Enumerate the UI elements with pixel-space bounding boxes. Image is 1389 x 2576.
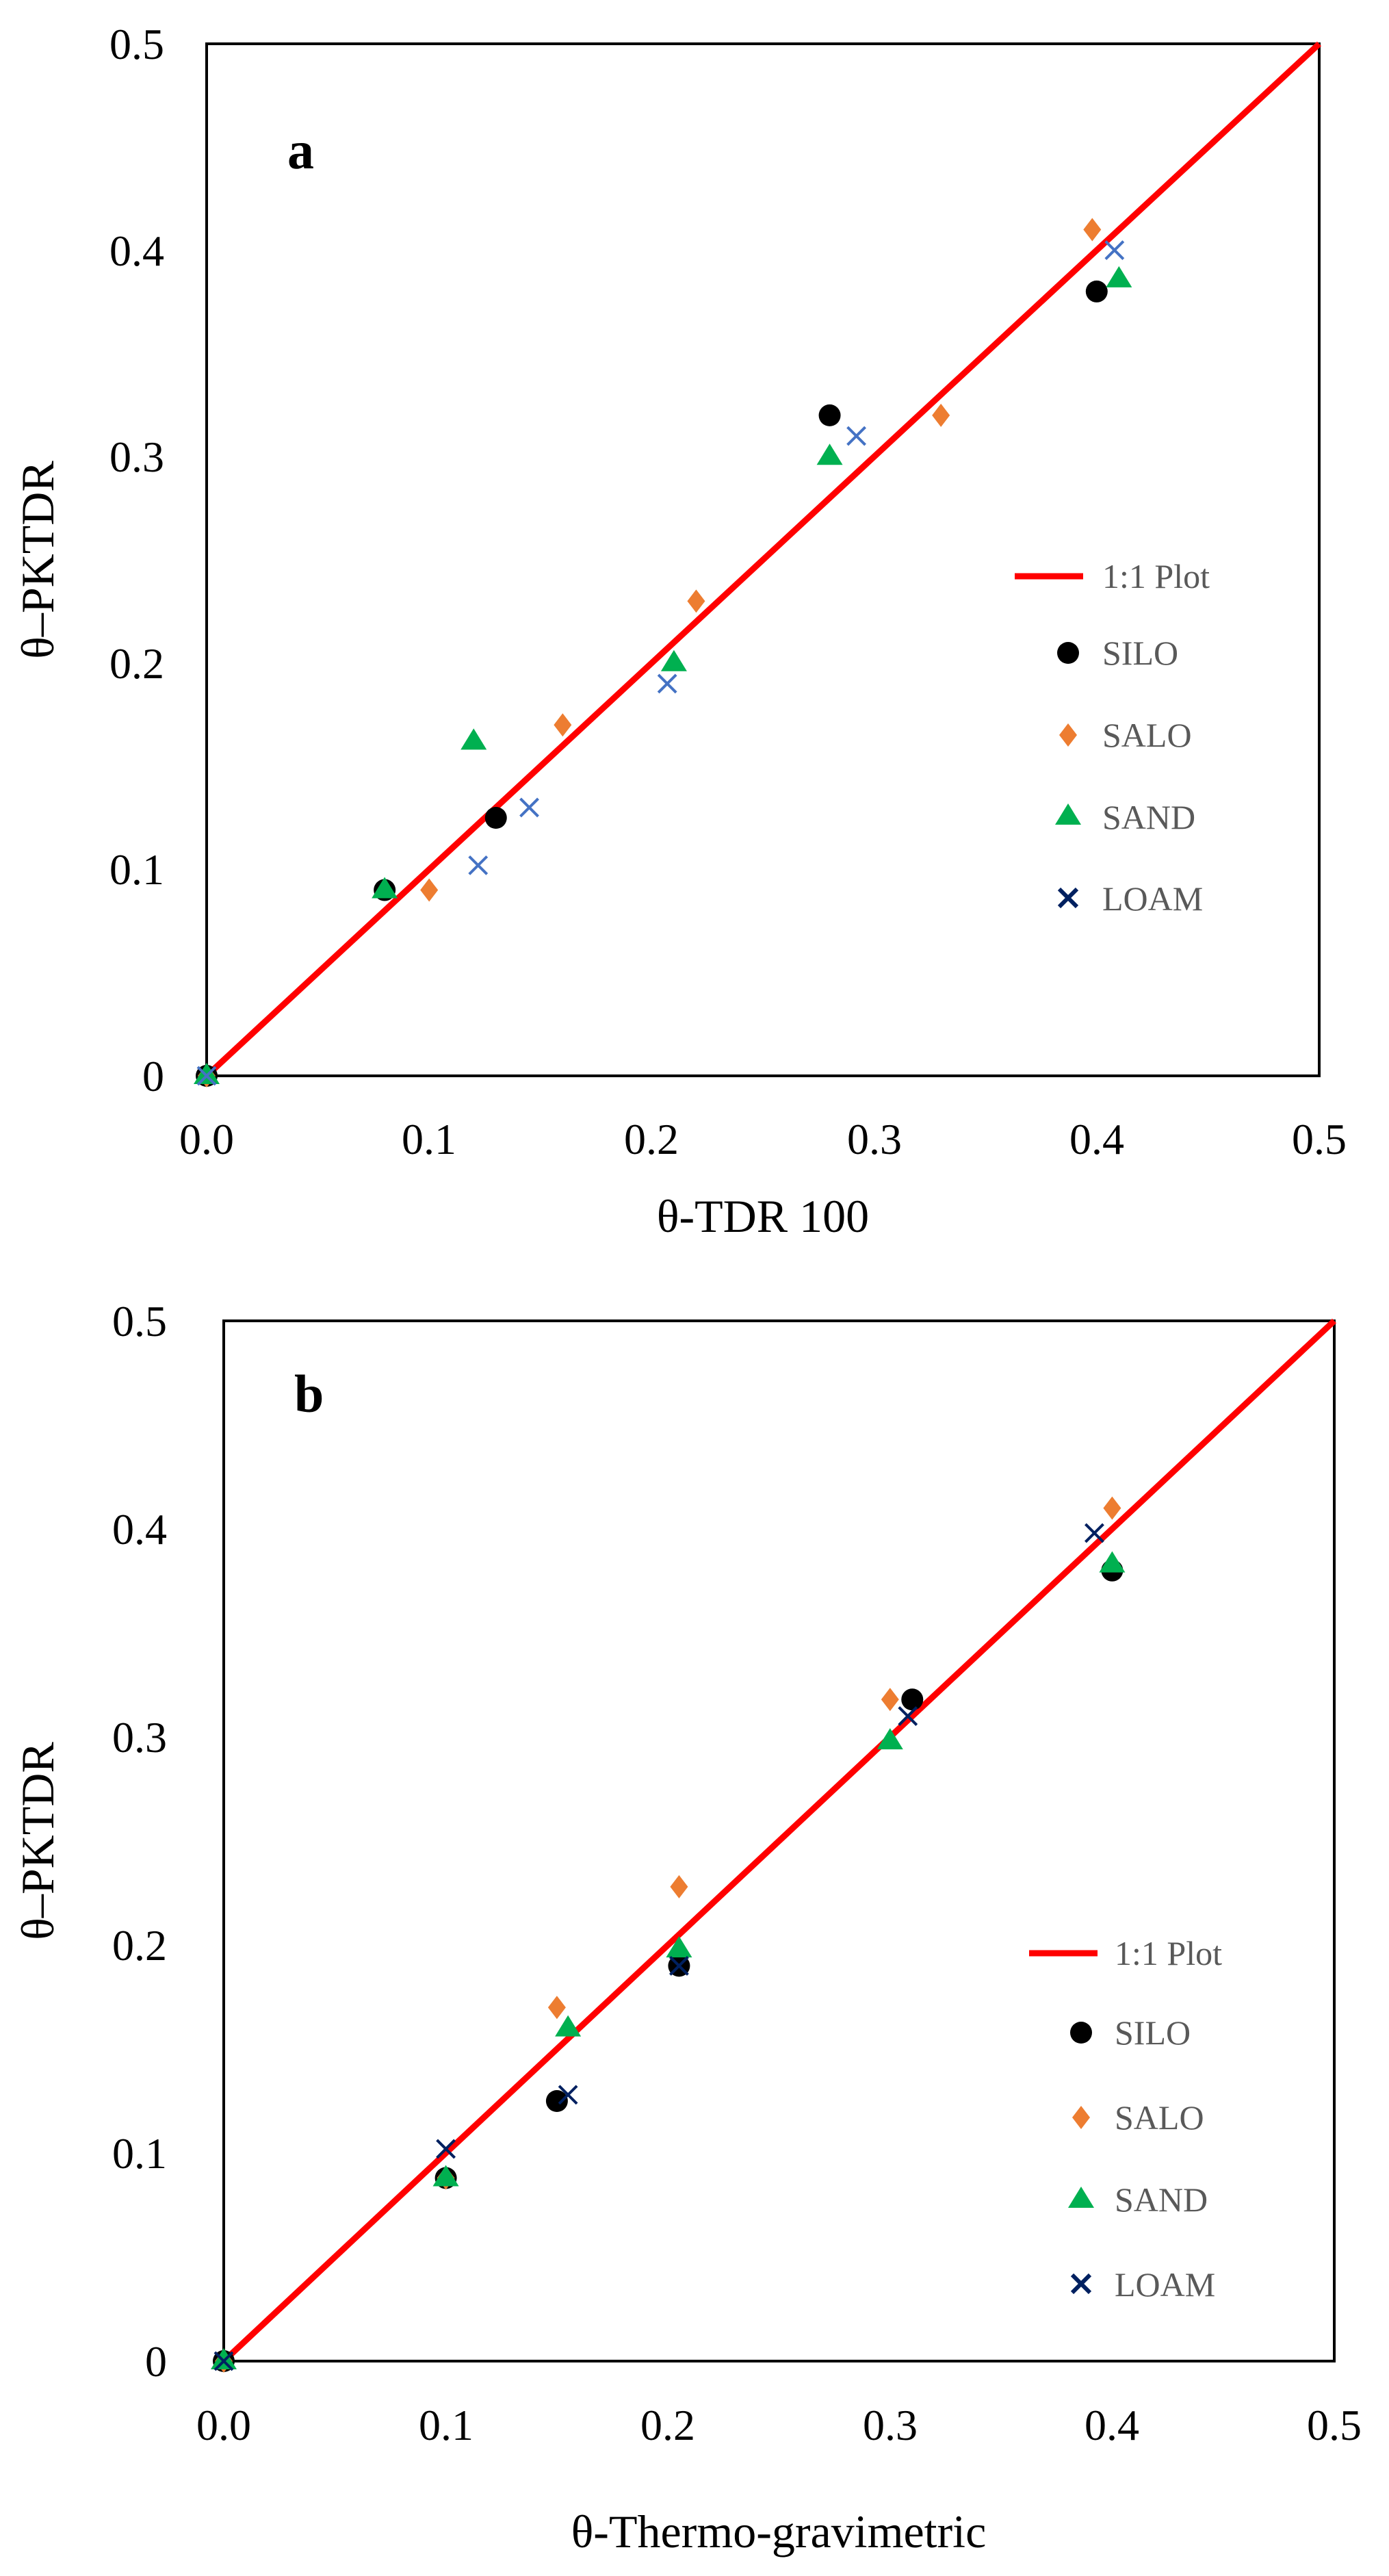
legend-a: 1:1 Plot SILO SALO SAND LOAM xyxy=(1015,557,1210,918)
legend-symbol-sand xyxy=(1068,2187,1094,2208)
data-point-silo xyxy=(818,404,841,426)
y-tick-label: 0.4 xyxy=(109,227,164,275)
legend-label-loam: LOAM xyxy=(1102,879,1203,918)
data-point-loam xyxy=(1085,1523,1104,1543)
y-axis-title-b: θ–PKTDR xyxy=(12,1742,64,1940)
data-point-sand xyxy=(460,728,487,750)
legend-label-1-1-plot: 1:1 Plot xyxy=(1115,1934,1222,1972)
data-point-loam xyxy=(1104,240,1125,261)
data-point-salo xyxy=(670,1875,688,1898)
y-tick-label: 0.2 xyxy=(109,639,164,688)
x-tick-label: 0.2 xyxy=(640,2401,695,2449)
x-tick-label: 0.1 xyxy=(419,2401,473,2449)
y-tick-label: 0 xyxy=(142,1052,164,1100)
data-point-loam xyxy=(196,1066,217,1086)
data-point-salo xyxy=(881,1688,899,1712)
data-point-silo xyxy=(901,1688,924,1711)
x-tick-label: 0.0 xyxy=(196,2401,251,2449)
data-point-loam xyxy=(898,1706,918,1727)
y-tick-label: 0.3 xyxy=(109,433,164,481)
x-tick-label: 0.5 xyxy=(1292,1115,1347,1163)
data-point-sand xyxy=(666,1936,692,1958)
chart-marks-b xyxy=(211,1318,1337,2373)
y-tick-label: 0.4 xyxy=(112,1505,167,1554)
data-point-sand xyxy=(194,1063,220,1084)
data-point-sand xyxy=(211,2348,237,2369)
data-point-loam xyxy=(468,855,489,875)
legend-symbol-silo xyxy=(1057,642,1079,664)
y-tick-label: 0.1 xyxy=(112,2129,167,2178)
legend-symbol-loam xyxy=(1057,887,1079,909)
reference-line-1-1 xyxy=(221,1318,1337,2364)
data-point-salo xyxy=(687,589,705,613)
chart-panel-a: a θ-TDR 100 θ–PKTDR 0.0 0.1 0.2 0.3 0.4 … xyxy=(12,20,1347,1242)
legend-b: 1:1 Plot SILO SALO SAND LOAM xyxy=(1029,1934,1222,2304)
y-axis-title-a: θ–PKTDR xyxy=(12,461,64,659)
data-point-loam xyxy=(558,2085,578,2105)
data-point-sand xyxy=(555,2015,582,2037)
data-point-loam xyxy=(846,426,866,446)
x-tick-label: 0.1 xyxy=(402,1115,456,1163)
x-tick-label: 0.4 xyxy=(1069,1115,1124,1163)
data-point-loam xyxy=(213,2351,234,2371)
y-tick-label: 0.1 xyxy=(109,845,164,894)
y-tick-label: 0 xyxy=(145,2337,167,2386)
legend-label-1-1-plot: 1:1 Plot xyxy=(1102,557,1210,595)
chart-marks-a xyxy=(194,41,1322,1087)
x-tick-label: 0.5 xyxy=(1307,2401,1362,2449)
data-point-loam xyxy=(519,797,539,818)
data-point-sand xyxy=(816,443,843,465)
data-point-salo xyxy=(420,878,439,902)
panel-label-a: a xyxy=(287,120,314,180)
legend-label-sand: SAND xyxy=(1102,798,1195,836)
y-tick-label: 0.3 xyxy=(112,1713,167,1762)
y-tick-label: 0.2 xyxy=(112,1921,167,1970)
data-point-loam xyxy=(436,2139,456,2159)
data-point-salo xyxy=(1083,218,1102,242)
legend-label-salo: SALO xyxy=(1102,716,1192,754)
x-tick-label: 0.4 xyxy=(1085,2401,1139,2449)
x-tick-label: 0.2 xyxy=(624,1115,679,1163)
x-axis-title-a: θ-TDR 100 xyxy=(657,1190,869,1242)
data-point-sand xyxy=(660,649,687,671)
legend-symbol-loam xyxy=(1070,2273,1092,2295)
y-tick-label: 0.5 xyxy=(112,1297,167,1345)
legend-symbol-salo xyxy=(1059,723,1077,747)
legend-symbol-sand xyxy=(1055,803,1081,825)
chart-panel-b: b θ-Thermo-gravimetric θ–PKTDR 0.0 0.1 0… xyxy=(12,1297,1362,2558)
data-point-salo xyxy=(932,403,950,427)
x-tick-label: 0.3 xyxy=(863,2401,918,2449)
legend-label-silo: SILO xyxy=(1115,2013,1191,2052)
legend-label-silo: SILO xyxy=(1102,634,1178,672)
data-point-loam xyxy=(657,673,677,694)
data-point-sand xyxy=(877,1728,903,1750)
y-tick-label: 0.5 xyxy=(109,20,164,68)
reference-line-1-1 xyxy=(204,41,1322,1079)
data-point-sand xyxy=(1106,266,1132,287)
data-point-silo xyxy=(545,2090,568,2112)
legend-label-loam: LOAM xyxy=(1115,2265,1215,2304)
x-tick-label: 0.0 xyxy=(179,1115,234,1163)
legend-symbol-salo xyxy=(1072,2106,1090,2129)
legend-label-sand: SAND xyxy=(1115,2180,1208,2219)
data-point-sand xyxy=(432,2165,459,2187)
data-point-sand xyxy=(372,877,398,899)
data-point-salo xyxy=(1103,1496,1121,1520)
x-tick-label: 0.3 xyxy=(847,1115,902,1163)
panel-label-b: b xyxy=(294,1364,324,1424)
data-point-loam xyxy=(669,1955,689,1976)
data-point-silo xyxy=(1085,280,1108,302)
data-point-salo xyxy=(554,713,572,737)
legend-symbol-silo xyxy=(1070,2022,1092,2044)
data-point-salo xyxy=(547,1996,566,2020)
legend-label-salo: SALO xyxy=(1115,2098,1204,2137)
x-axis-title-b: θ-Thermo-gravimetric xyxy=(571,2506,987,2558)
data-point-silo xyxy=(484,807,507,829)
data-point-sand xyxy=(1099,1551,1126,1573)
